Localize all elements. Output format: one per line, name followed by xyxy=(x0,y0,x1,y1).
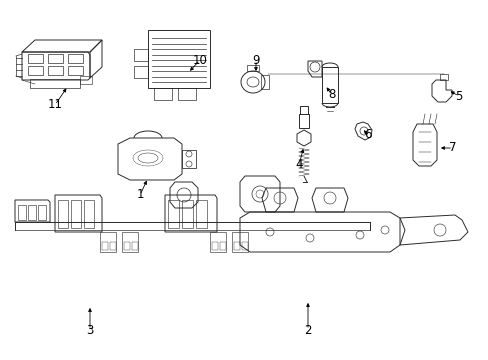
Bar xyxy=(261,75,268,89)
Bar xyxy=(439,74,447,80)
Bar xyxy=(28,54,43,63)
Bar xyxy=(28,66,43,75)
Bar xyxy=(154,88,172,100)
Bar xyxy=(234,242,240,250)
Text: 5: 5 xyxy=(454,90,462,103)
Text: 1: 1 xyxy=(136,189,143,202)
Text: 4: 4 xyxy=(295,158,302,171)
Bar xyxy=(134,49,148,61)
Text: 6: 6 xyxy=(364,129,371,141)
Bar xyxy=(182,150,196,168)
Bar xyxy=(182,200,193,228)
Text: 10: 10 xyxy=(192,54,207,67)
Bar xyxy=(321,67,337,103)
Bar xyxy=(110,242,116,250)
Bar xyxy=(84,200,94,228)
Bar xyxy=(299,106,307,114)
Bar xyxy=(298,114,308,128)
Bar xyxy=(28,205,36,220)
Bar xyxy=(124,242,130,250)
Text: 9: 9 xyxy=(252,54,259,67)
Bar xyxy=(58,200,68,228)
Bar xyxy=(38,205,46,220)
Bar xyxy=(178,88,196,100)
Bar xyxy=(212,242,218,250)
Text: 11: 11 xyxy=(47,99,62,112)
Text: 8: 8 xyxy=(327,89,335,102)
Bar xyxy=(68,66,83,75)
Bar xyxy=(68,54,83,63)
Bar xyxy=(102,242,108,250)
Bar xyxy=(148,30,209,88)
Bar xyxy=(220,242,225,250)
Bar xyxy=(196,200,206,228)
Bar xyxy=(18,205,26,220)
Bar xyxy=(71,200,81,228)
Bar xyxy=(246,65,259,71)
Bar xyxy=(122,232,138,252)
Bar xyxy=(209,232,225,252)
Bar xyxy=(80,76,92,84)
Text: 7: 7 xyxy=(448,141,456,154)
Bar xyxy=(132,242,138,250)
Bar xyxy=(48,54,63,63)
Text: 3: 3 xyxy=(86,324,94,337)
Bar xyxy=(242,242,247,250)
Bar xyxy=(100,232,116,252)
Text: 2: 2 xyxy=(304,324,311,337)
Bar xyxy=(30,79,80,88)
Bar xyxy=(134,66,148,78)
Bar xyxy=(48,66,63,75)
Bar xyxy=(168,200,179,228)
Bar xyxy=(231,232,247,252)
